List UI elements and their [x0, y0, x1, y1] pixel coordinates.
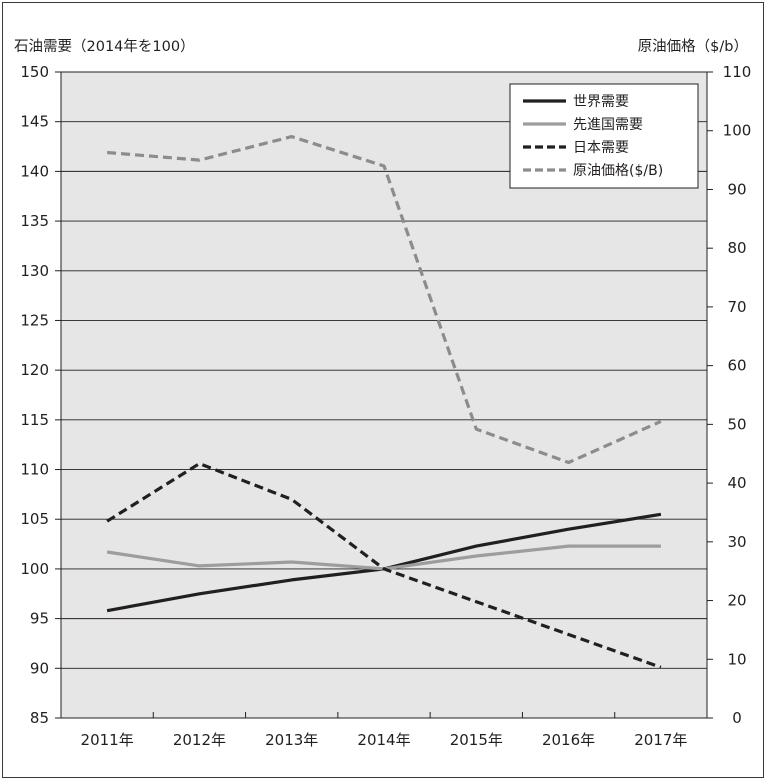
legend-label: 日本需要 [573, 140, 629, 156]
left-tick-label: 115 [20, 411, 49, 429]
right-tick-label: 90 [727, 180, 746, 198]
x-axis-ticks: 2011年 2012年 2013年 2014年 2015年 2016年 2017年 [81, 731, 688, 749]
right-tick-label: 60 [727, 357, 746, 375]
series-line [106, 462, 662, 669]
left-tick-label: 120 [20, 361, 49, 379]
left-tick-label: 145 [20, 113, 49, 131]
left-tick-label: 90 [30, 659, 49, 677]
right-tick-label: 80 [727, 239, 746, 257]
right-tick-label: 40 [727, 474, 746, 492]
x-tick-label: 2014年 [357, 731, 410, 749]
x-tick-label: 2017年 [634, 731, 687, 749]
left-tick-label: 95 [30, 610, 49, 628]
left-axis-ticks: 85 90 95 100 105 110 115 120 125 130 135 140 145 150 [20, 63, 61, 727]
right-axis-ticks: 0 10 20 30 40 50 60 70 80 90 100 110 [707, 63, 751, 727]
right-axis-title: 原油価格（$/b） [638, 38, 748, 55]
left-tick-label: 85 [30, 709, 49, 727]
right-tick-label: 100 [723, 122, 752, 140]
right-tick-label: 110 [723, 63, 752, 81]
left-tick-label: 150 [20, 63, 49, 81]
left-tick-label: 110 [20, 461, 49, 479]
series-line [106, 135, 662, 465]
right-tick-label: 0 [732, 709, 742, 727]
left-axis-title: 石油需要（2014年を100） [14, 38, 195, 55]
x-tick-label: 2015年 [450, 731, 503, 749]
right-tick-label: 20 [727, 592, 746, 610]
x-tick-label: 2012年 [173, 731, 226, 749]
legend-label: 世界需要 [573, 94, 629, 110]
series-lines [106, 135, 662, 669]
right-tick-label: 10 [727, 650, 746, 668]
right-tick-label: 30 [727, 533, 746, 551]
legend-label: 先進国需要 [573, 117, 643, 133]
x-tick-label: 2016年 [542, 731, 595, 749]
legend-label: 原油価格($/B) [573, 163, 663, 179]
left-tick-label: 130 [20, 262, 49, 280]
left-tick-label: 135 [20, 212, 49, 230]
right-tick-label: 50 [727, 415, 746, 433]
x-tick-label: 2011年 [81, 731, 134, 749]
x-tick-label: 2013年 [265, 731, 318, 749]
left-tick-label: 140 [20, 162, 49, 180]
right-tick-label: 70 [727, 298, 746, 316]
left-tick-label: 125 [20, 311, 49, 329]
left-tick-label: 100 [20, 560, 49, 578]
left-tick-label: 105 [20, 510, 49, 528]
